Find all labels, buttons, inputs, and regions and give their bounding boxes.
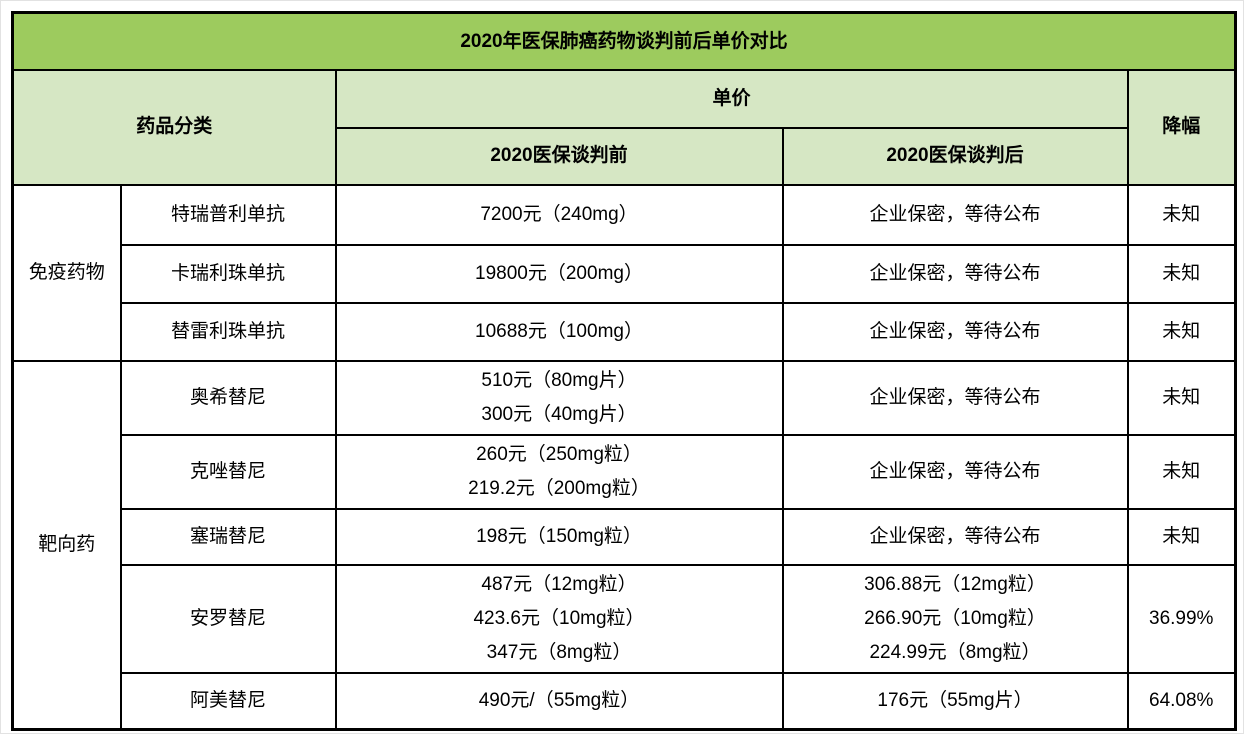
price-line: 490元/（55mg粒）	[478, 689, 640, 711]
price-line: 企业保密，等待公布	[869, 525, 1041, 547]
drug-name-cell: 奥希替尼	[119, 359, 337, 436]
price-after-cell: 306.88元（12mg粒） 266.90元（10mg粒） 224.99元（8m…	[781, 563, 1129, 674]
price-line: 176元（55mg片）	[877, 689, 1033, 711]
price-before-cell: 198元（150mg粒）	[334, 507, 784, 566]
table-row: 塞瑞替尼 198元（150mg粒） 企业保密，等待公布 未知	[13, 507, 1237, 566]
price-line: 7200元（240mg）	[480, 203, 638, 225]
price-before-cell: 10688元（100mg）	[334, 301, 784, 362]
price-line: 260元（250mg粒）	[476, 443, 642, 465]
drug-price-comparison-table: 2020年医保肺癌药物谈判前后单价对比 药品分类 单价 降幅 2020医保谈判前…	[11, 11, 1237, 731]
table-row: 免疫药物 特瑞普利单抗 7200元（240mg） 企业保密，等待公布 未知	[11, 183, 1237, 362]
price-line: 企业保密，等待公布	[869, 460, 1041, 482]
group-cell-targeted: 靶向药	[11, 359, 122, 731]
price-before-cell: 260元（250mg粒） 219.2元（200mg粒）	[334, 433, 784, 510]
price-line: 企业保密，等待公布	[869, 320, 1041, 342]
table-row: 靶向药 奥希替尼 510元（80mg片） 300元（40mg片） 企业保密，等待…	[11, 359, 1237, 731]
table-row: 2020医保谈判前 2020医保谈判后	[13, 126, 1236, 186]
price-before-cell: 510元（80mg片） 300元（40mg片）	[334, 359, 784, 436]
drop-cell: 未知	[1126, 243, 1237, 304]
drug-name-cell: 克唑替尼	[119, 433, 337, 510]
drug-name-cell: 替雷利珠单抗	[119, 301, 337, 362]
price-after-cell: 企业保密，等待公布	[781, 433, 1129, 510]
price-after-cell: 企业保密，等待公布	[781, 301, 1129, 362]
table-row: 克唑替尼 260元（250mg粒） 219.2元（200mg粒） 企业保密，等待…	[13, 433, 1237, 510]
price-after-cell: 企业保密，等待公布	[781, 183, 1129, 246]
table-row: 药品分类 单价 降幅	[11, 68, 1237, 186]
price-after-cell: 176元（55mg片）	[781, 671, 1129, 731]
price-after-cell: 企业保密，等待公布	[781, 359, 1129, 436]
header-drop: 降幅	[1126, 68, 1237, 186]
header-category: 药品分类	[11, 68, 337, 186]
drop-cell: 未知	[1126, 301, 1237, 362]
table-row: 安罗替尼 487元（12mg粒） 423.6元（10mg粒） 347元（8mg粒…	[13, 563, 1237, 674]
price-line: 10688元（100mg）	[475, 320, 643, 342]
price-before-cell: 19800元（200mg）	[334, 243, 784, 304]
table-title: 2020年医保肺癌药物谈判前后单价对比	[11, 11, 1237, 71]
drug-name-cell: 特瑞普利单抗	[119, 183, 337, 246]
table-row: 2020年医保肺癌药物谈判前后单价对比	[11, 11, 1237, 71]
price-after-cell: 企业保密，等待公布	[781, 507, 1129, 566]
price-line: 企业保密，等待公布	[869, 203, 1041, 225]
drop-cell: 未知	[1126, 183, 1237, 246]
price-after-cell: 企业保密，等待公布	[781, 243, 1129, 304]
price-line: 306.88元（12mg粒）	[864, 573, 1046, 595]
price-line: 企业保密，等待公布	[869, 262, 1041, 284]
price-before-cell: 490元/（55mg粒）	[334, 671, 784, 731]
price-line: 219.2元（200mg粒）	[468, 477, 650, 499]
price-line: 510元（80mg片）	[481, 369, 637, 391]
group-cell-immune: 免疫药物	[11, 183, 122, 362]
price-line: 423.6元（10mg粒）	[473, 607, 645, 629]
table-row: 卡瑞利珠单抗 19800元（200mg） 企业保密，等待公布 未知	[13, 243, 1237, 304]
price-line: 266.90元（10mg粒）	[864, 607, 1046, 629]
drug-name-cell: 塞瑞替尼	[119, 507, 337, 566]
drop-cell: 未知	[1126, 433, 1237, 510]
drug-name-cell: 卡瑞利珠单抗	[119, 243, 337, 304]
price-line: 19800元（200mg）	[475, 262, 643, 284]
price-line: 347元（8mg粒）	[486, 641, 632, 663]
price-line: 300元（40mg片）	[481, 403, 637, 425]
table-row: 阿美替尼 490元/（55mg粒） 176元（55mg片） 64.08%	[13, 671, 1237, 731]
price-line: 198元（150mg粒）	[476, 525, 642, 547]
header-price-after: 2020医保谈判后	[781, 126, 1129, 186]
drug-name-cell: 阿美替尼	[119, 671, 337, 731]
drop-cell: 36.99%	[1126, 563, 1237, 674]
drop-cell: 未知	[1126, 507, 1237, 566]
drop-cell: 未知	[1126, 359, 1237, 436]
price-before-cell: 487元（12mg粒） 423.6元（10mg粒） 347元（8mg粒）	[334, 563, 784, 674]
table-row: 替雷利珠单抗 10688元（100mg） 企业保密，等待公布 未知	[13, 301, 1237, 362]
price-line: 224.99元（8mg粒）	[869, 641, 1041, 663]
drop-cell: 64.08%	[1126, 671, 1237, 731]
price-line: 487元（12mg粒）	[481, 573, 637, 595]
price-line: 企业保密，等待公布	[869, 386, 1041, 408]
price-before-cell: 7200元（240mg）	[334, 183, 784, 246]
header-price-before: 2020医保谈判前	[334, 126, 784, 186]
header-price-group: 单价	[334, 68, 1129, 129]
drug-name-cell: 安罗替尼	[119, 563, 337, 674]
